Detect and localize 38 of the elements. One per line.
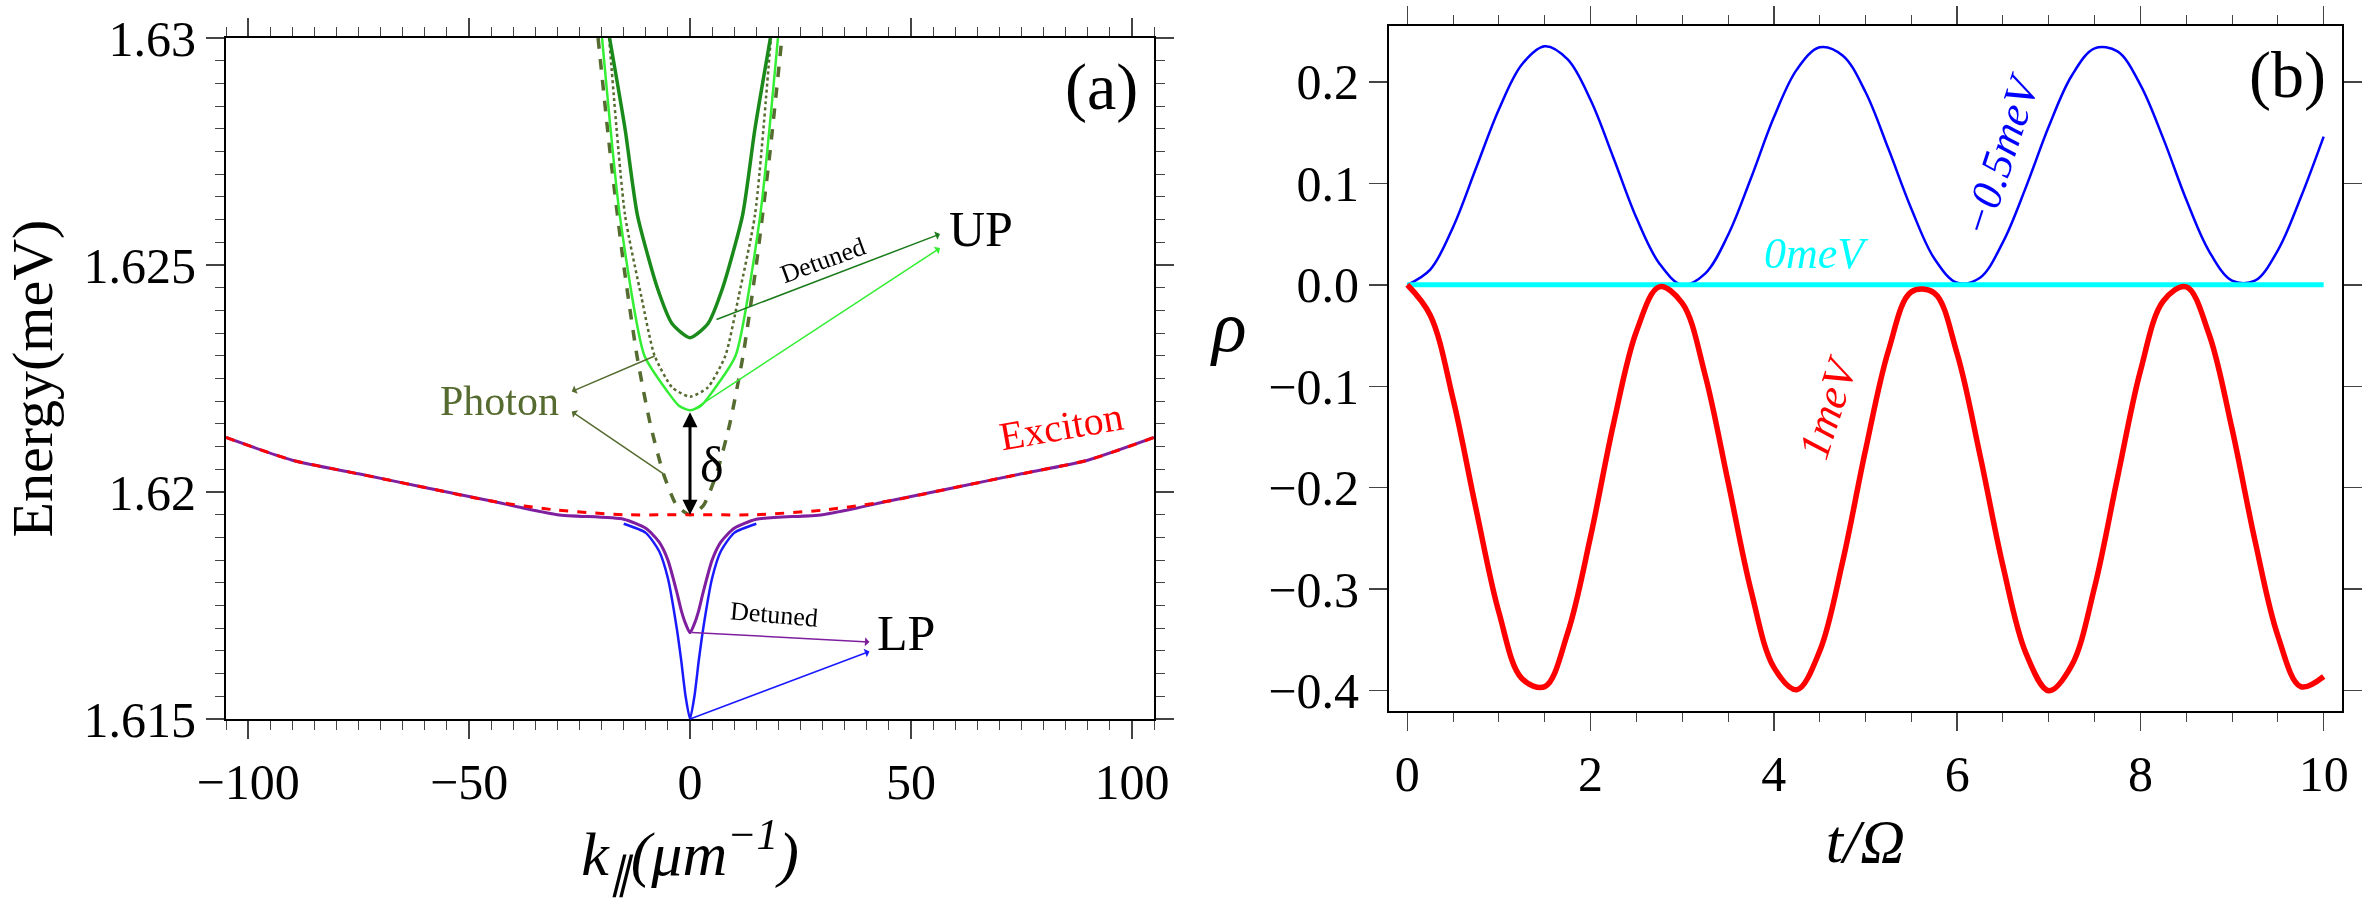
y-tick-label: −0.2 bbox=[1268, 460, 1359, 517]
annotation: Photon bbox=[440, 378, 560, 424]
x-tick-label: −100 bbox=[196, 754, 300, 810]
line-series bbox=[607, 38, 773, 340]
annotation: LP bbox=[877, 605, 936, 661]
x-tick-label: 10 bbox=[2298, 746, 2349, 802]
x-tick-label: 50 bbox=[885, 754, 936, 810]
y-tick-label: 1.63 bbox=[108, 10, 196, 67]
y-tick-label: −0.4 bbox=[1268, 663, 1359, 720]
y-axis-title: Energy(meV) bbox=[0, 219, 65, 538]
y-tick-label: −0.3 bbox=[1268, 561, 1359, 618]
y-tick-label: 1.62 bbox=[108, 464, 196, 521]
y-tick-label: 0.2 bbox=[1296, 54, 1359, 111]
x-tick-label: 100 bbox=[1094, 754, 1170, 810]
annotation: −0.5meV bbox=[1951, 67, 2050, 242]
annotation: UP bbox=[949, 201, 1013, 257]
annotation: 0meV bbox=[1764, 229, 1870, 278]
annotation: Detuned bbox=[728, 596, 820, 633]
y-tick-label: −0.1 bbox=[1268, 358, 1359, 415]
y-tick-label: 0.1 bbox=[1296, 155, 1359, 212]
x-tick-label: 6 bbox=[1944, 746, 1970, 802]
x-tick-label: 2 bbox=[1578, 746, 1604, 802]
x-tick-label: 0 bbox=[1394, 746, 1420, 802]
y-tick-label: 0.0 bbox=[1296, 257, 1359, 314]
y-axis-title: ρ bbox=[1210, 287, 1247, 367]
annotation: δ bbox=[700, 437, 724, 493]
annotation: (b) bbox=[2249, 38, 2326, 112]
y-tick-label: 1.625 bbox=[83, 237, 196, 294]
y-tick-label: 1.615 bbox=[83, 691, 196, 748]
annotation: Exciton bbox=[996, 393, 1127, 460]
x-tick-label: 8 bbox=[2127, 746, 2153, 802]
annotation: 1meV bbox=[1788, 349, 1868, 465]
x-tick-label: −50 bbox=[429, 754, 509, 810]
x-tick-label: 4 bbox=[1761, 746, 1787, 802]
annotation: (a) bbox=[1065, 50, 1139, 124]
x-axis-title: k$_{∥}$(μm$^{−1}$) bbox=[581, 810, 799, 899]
x-tick-label: 0 bbox=[677, 754, 703, 810]
x-axis-title: t/Ω bbox=[1825, 807, 1906, 876]
